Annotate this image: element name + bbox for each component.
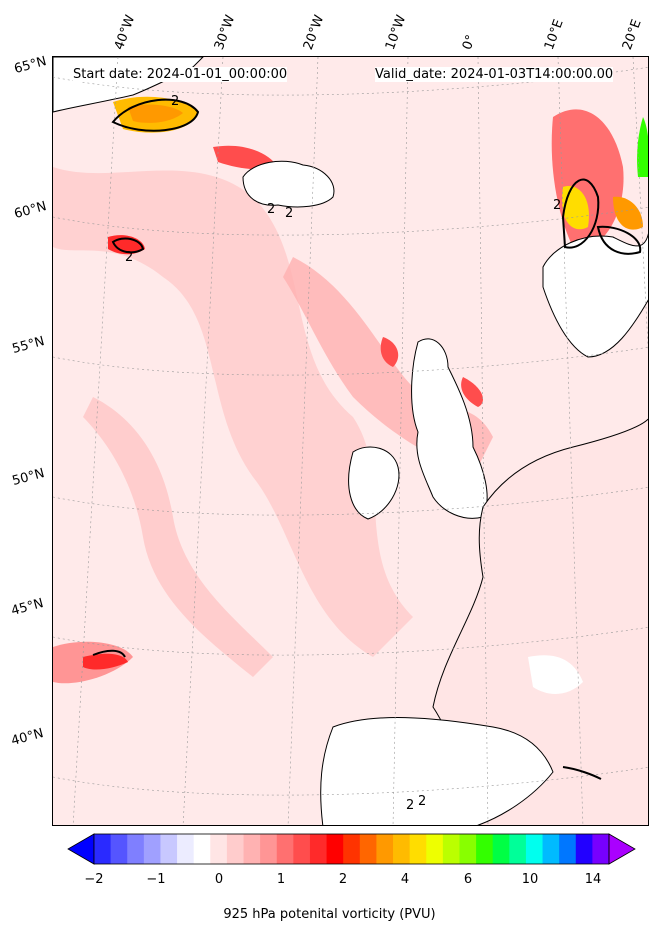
colorbar-tick: 6 <box>463 872 473 887</box>
lon-label-20e: 20°E <box>619 17 645 52</box>
colorbar-swatch <box>326 834 344 864</box>
colorbar-swatch <box>525 834 544 864</box>
colorbar-tick: 2 <box>338 872 348 887</box>
contour-labels: 2 2 2 2 2 2 2 <box>125 94 561 813</box>
scandinavia <box>542 233 648 358</box>
graticule <box>53 57 648 825</box>
contour-label: 2 <box>406 798 414 813</box>
colorbar-swatch <box>393 834 411 864</box>
colorbar-tick: 1 <box>276 872 286 887</box>
colorbar-swatch <box>343 834 361 864</box>
start-date-label: Start date: 2024-01-01_00:00:00 <box>73 67 288 82</box>
contour-label: 2 <box>285 206 293 221</box>
lon-label-20w: 20°W <box>300 13 328 52</box>
colorbar-swatch <box>276 834 294 864</box>
colorbar <box>67 833 636 865</box>
colorbar-extend-min <box>67 833 95 865</box>
iceland <box>242 160 335 208</box>
colorbar-swatch <box>592 834 610 864</box>
colorbar-swatch <box>409 834 427 864</box>
contour-label: 2 <box>553 198 561 213</box>
colorbar-swatch <box>210 834 228 864</box>
colorbar-swatch <box>143 834 161 864</box>
colorbar-label: 925 hPa potenital vorticity (PVU) <box>223 907 436 922</box>
colorbar-swatch <box>127 834 145 864</box>
lat-label-50n: 50°N <box>10 466 47 489</box>
lon-label-10e: 10°E <box>541 17 567 52</box>
colorbar-swatch <box>177 834 195 864</box>
map-panel: 2 2 2 2 2 2 2 Start date: 2024-01-01_00:… <box>52 56 649 826</box>
colorbar-tick: 10 <box>521 872 539 887</box>
colorbar-swatch <box>309 834 328 864</box>
colorbar-swatch <box>492 834 510 864</box>
valid-date-label: Valid_date: 2024-01-03T14:00:00.00 <box>375 67 614 82</box>
colorbar-swatch <box>476 834 494 864</box>
lat-label-60n: 60°N <box>12 199 49 222</box>
lon-label-30w: 30°W <box>211 13 239 52</box>
colorbar-swatch <box>94 834 112 864</box>
colorbar-tick: −1 <box>146 872 166 887</box>
contour-label: 2 <box>171 94 179 109</box>
colorbar-border <box>93 833 610 865</box>
colorbar-tick: −2 <box>84 872 104 887</box>
lon-label-0: 0° <box>459 32 480 52</box>
potential-vorticity-map: 2 2 2 2 2 2 2 <box>53 57 648 825</box>
colorbar-swatch <box>226 834 245 864</box>
colorbar-tick: 14 <box>584 872 602 887</box>
colorbar-swatch <box>193 834 211 864</box>
colorbar-swatch <box>243 834 261 864</box>
iberia <box>320 717 554 825</box>
colorbar-swatch <box>559 834 577 864</box>
colorbar-tick: 0 <box>214 872 224 887</box>
alps-white <box>528 655 583 694</box>
colorbar-swatch <box>376 834 394 864</box>
contour-label: 2 <box>418 794 426 809</box>
lon-label-40w: 40°W <box>111 13 139 52</box>
lat-label-65n: 65°N <box>12 54 49 77</box>
colorbar-swatch <box>459 834 477 864</box>
colorbar-swatch <box>542 834 560 864</box>
colorbar-swatch <box>426 834 444 864</box>
colorbar-swatch <box>260 834 278 864</box>
colorbar-swatch <box>575 834 593 864</box>
lat-label-40n: 40°N <box>9 726 46 749</box>
colorbar-swatch <box>509 834 527 864</box>
colorbar-swatch <box>293 834 311 864</box>
lat-label-45n: 45°N <box>9 596 46 619</box>
pv-contours <box>92 98 642 780</box>
colorbar-tick: 4 <box>400 872 410 887</box>
colorbar-swatch <box>359 834 377 864</box>
contour-label: 2 <box>125 250 133 265</box>
lat-label-55n: 55°N <box>10 334 47 357</box>
colorbar-swatch <box>160 834 178 864</box>
contour-label: 2 <box>267 202 275 217</box>
colorbar-swatch <box>442 834 460 864</box>
colorbar-extend-max <box>608 833 636 865</box>
colorbar-swatch <box>110 834 128 864</box>
ireland <box>348 446 400 520</box>
lon-label-10w: 10°W <box>382 13 410 52</box>
